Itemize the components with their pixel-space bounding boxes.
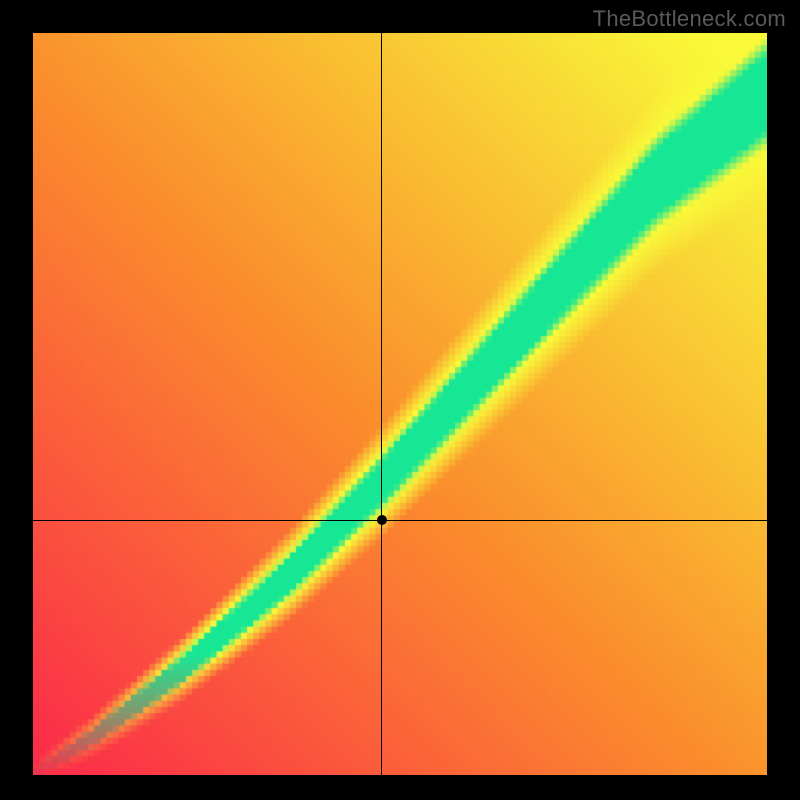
chart-container: TheBottleneck.com bbox=[0, 0, 800, 800]
heatmap-plot-area bbox=[33, 33, 767, 775]
watermark-text: TheBottleneck.com bbox=[593, 6, 786, 32]
crosshair-horizontal bbox=[33, 520, 767, 521]
heatmap-canvas bbox=[33, 33, 767, 775]
crosshair-vertical bbox=[381, 33, 382, 775]
